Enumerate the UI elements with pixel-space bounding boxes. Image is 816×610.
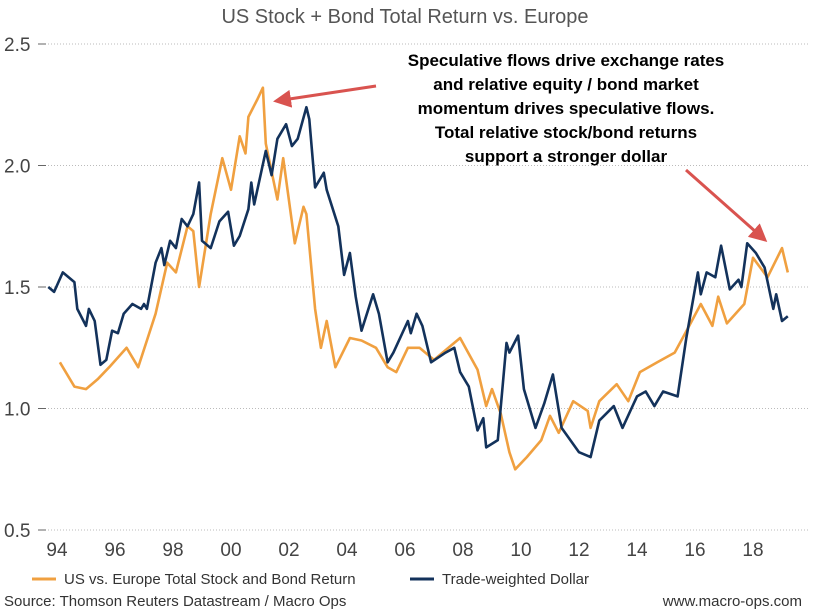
website: www.macro-ops.com: [662, 593, 802, 610]
annotation-line: support a stronger dollar: [465, 147, 668, 166]
y-tick-label: 1.0: [4, 400, 30, 421]
x-tick-label: 96: [104, 540, 125, 561]
x-tick-label: 14: [626, 540, 648, 561]
y-tick-label: 2.5: [4, 35, 30, 56]
annotation: Speculative flows drive exchange rates an…: [408, 51, 725, 166]
x-tick-label: 02: [278, 540, 299, 561]
annotation-line: momentum drives speculative flows.: [418, 99, 715, 118]
arrow-to-2000-peak: [273, 84, 377, 108]
annotation-line: Speculative flows drive exchange rates: [408, 51, 725, 70]
x-tick-label: 18: [742, 540, 763, 561]
y-axis: 2.5 2.0 1.5 1.0 0.5: [4, 35, 46, 542]
chart-title: US Stock + Bond Total Return vs. Europe: [221, 6, 588, 28]
x-tick-label: 04: [336, 540, 358, 561]
x-tick-label: 16: [684, 540, 705, 561]
x-tick-label: 10: [510, 540, 531, 561]
x-axis: 94 96 98 00 02 04 06 08 10 12 14 16 18: [46, 540, 763, 561]
annotation-line: Total relative stock/bond returns: [435, 123, 697, 142]
x-tick-label: 98: [162, 540, 183, 561]
legend: US vs. Europe Total Stock and Bond Retur…: [32, 571, 589, 588]
grid: [48, 43, 808, 531]
x-tick-label: 12: [568, 540, 589, 561]
source-note: Source: Thomson Reuters Datastream / Mac…: [4, 593, 346, 610]
y-tick-label: 2.0: [4, 157, 30, 178]
y-tick-label: 1.5: [4, 278, 30, 299]
legend-label: US vs. Europe Total Stock and Bond Retur…: [64, 571, 356, 588]
series-line-stock-bond-return: [58, 86, 790, 471]
x-tick-label: 08: [452, 540, 473, 561]
arrow-to-2018: [685, 168, 768, 242]
x-tick-label: 94: [46, 540, 68, 561]
series-line-trade-weighted-dollar: [47, 105, 789, 459]
annotation-line: and relative equity / bond market: [433, 75, 699, 94]
y-tick-label: 0.5: [4, 521, 30, 542]
x-tick-label: 00: [220, 540, 241, 561]
x-tick-label: 06: [394, 540, 415, 561]
legend-label: Trade-weighted Dollar: [442, 571, 589, 588]
plot-area: [47, 86, 790, 471]
annotation-arrows: [273, 84, 768, 242]
